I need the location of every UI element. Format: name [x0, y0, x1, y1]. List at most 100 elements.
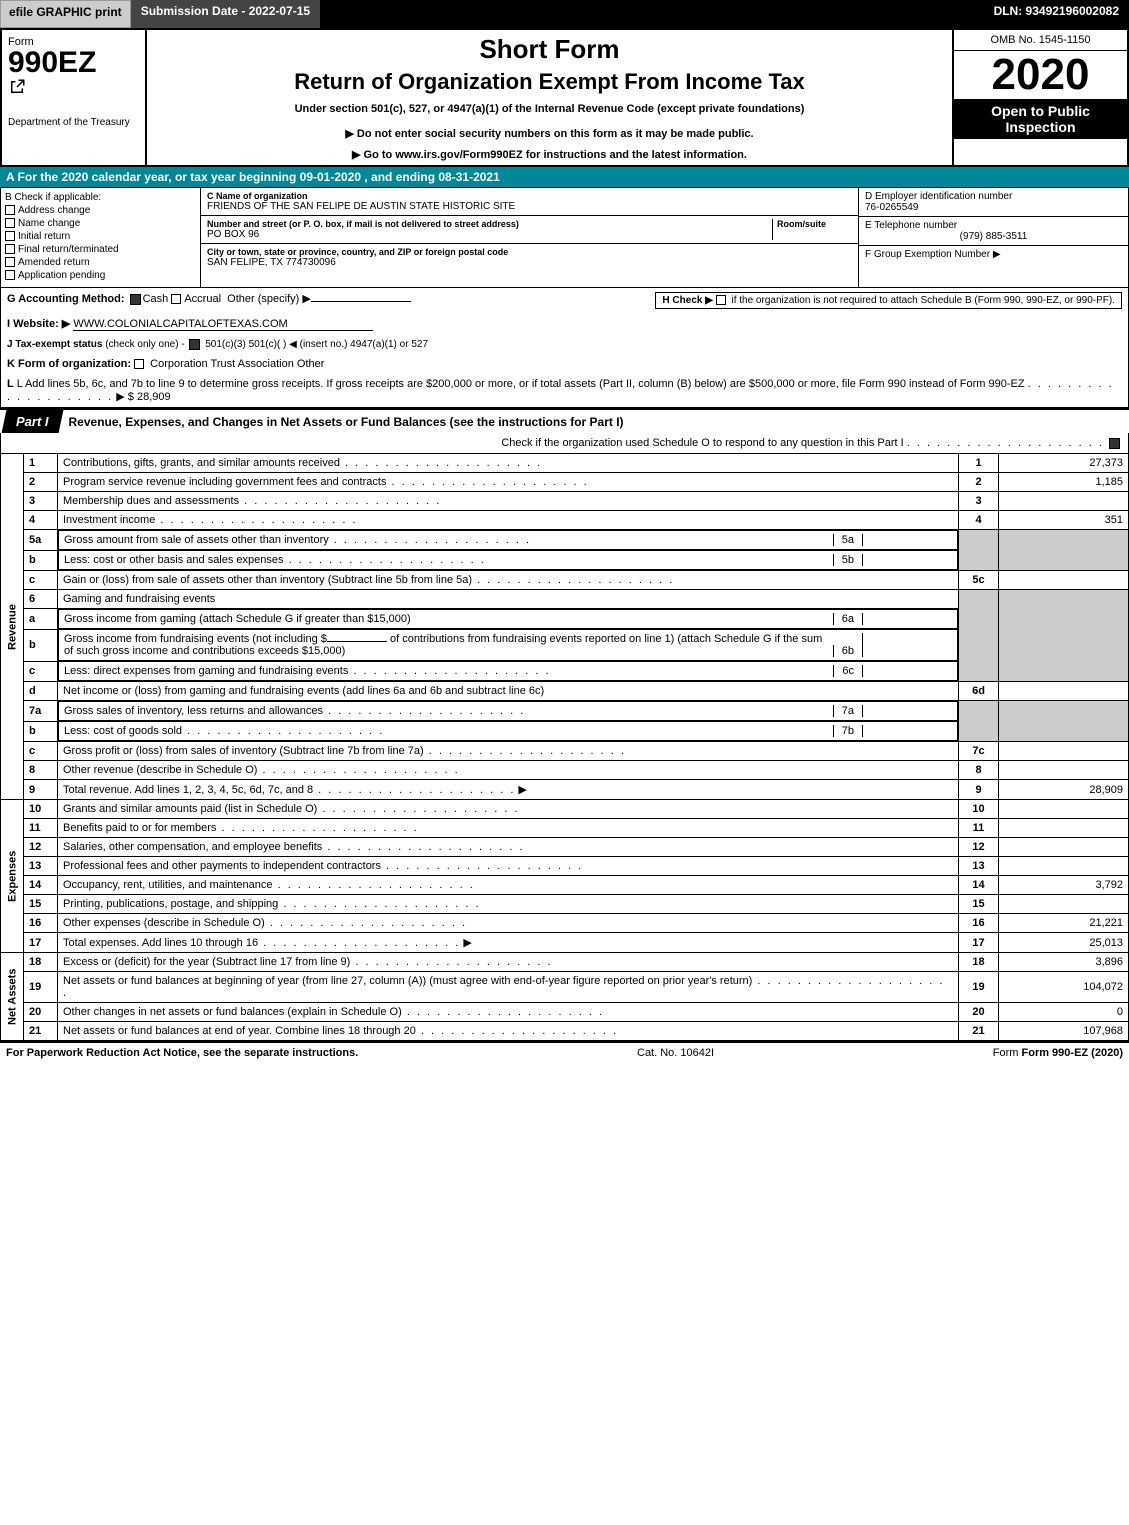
- part1-check-note: Check if the organization used Schedule …: [501, 437, 903, 449]
- h-text: if the organization is not required to a…: [731, 295, 1115, 306]
- b-item-4: Amended return: [18, 257, 90, 268]
- line-1-amt: 27,373: [999, 454, 1129, 473]
- g-cash: Cash: [143, 293, 169, 305]
- line-21-amt: 107,968: [999, 1022, 1129, 1041]
- line-15-amt: [999, 895, 1129, 914]
- line-10-desc: Grants and similar amounts paid (list in…: [63, 803, 520, 815]
- line-18-amt: 3,896: [999, 953, 1129, 972]
- tax-year: 2020: [954, 51, 1127, 99]
- part1-tab: Part I: [16, 414, 49, 429]
- line-17-amt: 25,013: [999, 933, 1129, 953]
- revenue-label: Revenue: [1, 454, 24, 800]
- c-name-label: C Name of organization: [207, 191, 852, 201]
- line-3-desc: Membership dues and assessments: [63, 495, 441, 507]
- footer: For Paperwork Reduction Act Notice, see …: [0, 1041, 1129, 1063]
- line-6d-desc: Net income or (loss) from gaming and fun…: [58, 682, 959, 701]
- line-6b-desc: Gross income from fundraising events (no…: [64, 633, 327, 645]
- line-2-desc: Program service revenue including govern…: [63, 476, 589, 488]
- form-number: 990EZ: [8, 48, 139, 78]
- checkbox-initial-return[interactable]: [5, 231, 15, 241]
- c-city-label: City or town, state or province, country…: [207, 247, 852, 257]
- line-19-amt: 104,072: [999, 972, 1129, 1003]
- line-13-amt: [999, 857, 1129, 876]
- line-20-desc: Other changes in net assets or fund bala…: [63, 1006, 604, 1018]
- line-3-amt: [999, 492, 1129, 511]
- line-12-amt: [999, 838, 1129, 857]
- k-opts: Corporation Trust Association Other: [150, 358, 324, 370]
- part1-header: Part I Revenue, Expenses, and Changes in…: [0, 408, 1129, 433]
- l-text: L Add lines 5b, 6c, and 7b to line 9 to …: [17, 378, 1025, 390]
- line-12-desc: Salaries, other compensation, and employ…: [63, 841, 525, 853]
- b-item-2: Initial return: [18, 231, 70, 242]
- k-label: K Form of organization:: [7, 358, 131, 370]
- line-5b-desc: Less: cost or other basis and sales expe…: [64, 554, 833, 566]
- dept-treasury: Department of the Treasury: [8, 117, 139, 128]
- line-14-desc: Occupancy, rent, utilities, and maintena…: [63, 879, 475, 891]
- cat-no: Cat. No. 10642I: [637, 1047, 714, 1059]
- line-9-amt: 28,909: [999, 780, 1129, 800]
- checkbox-501c3[interactable]: [189, 339, 200, 350]
- line-7c-desc: Gross profit or (loss) from sales of inv…: [63, 745, 626, 757]
- entity-block: B Check if applicable: Address change Na…: [0, 187, 1129, 288]
- calendar-year-line: A For the 2020 calendar year, or tax yea…: [0, 167, 1129, 187]
- org-name: FRIENDS OF THE SAN FELIPE DE AUSTIN STAT…: [207, 201, 852, 212]
- line-20-amt: 0: [999, 1003, 1129, 1022]
- checkbox-amended-return[interactable]: [5, 257, 15, 267]
- j-label: J Tax-exempt status: [7, 339, 102, 350]
- line-7b-desc: Less: cost of goods sold: [64, 725, 833, 737]
- g-label: G Accounting Method:: [7, 293, 125, 305]
- b-item-3: Final return/terminated: [18, 244, 119, 255]
- checkbox-accrual[interactable]: [171, 294, 181, 304]
- checkbox-address-change[interactable]: [5, 205, 15, 215]
- top-bar: efile GRAPHIC print Submission Date - 20…: [0, 0, 1129, 28]
- goto-link[interactable]: ▶ Go to www.irs.gov/Form990EZ for instru…: [155, 148, 944, 161]
- part1-title: Revenue, Expenses, and Changes in Net As…: [61, 411, 632, 433]
- room-label: Room/suite: [777, 219, 852, 229]
- form-ref: Form Form 990-EZ (2020): [993, 1047, 1123, 1059]
- line-6d-amt: [999, 682, 1129, 701]
- b-item-5: Application pending: [18, 270, 105, 281]
- form-header: Form 990EZ Department of the Treasury Sh…: [0, 28, 1129, 167]
- expenses-label: Expenses: [1, 800, 24, 953]
- efile-print-button[interactable]: efile GRAPHIC print: [0, 0, 131, 28]
- line-8-desc: Other revenue (describe in Schedule O): [63, 764, 460, 776]
- line-16-amt: 21,221: [999, 914, 1129, 933]
- line-14-amt: 3,792: [999, 876, 1129, 895]
- l-value: 28,909: [137, 391, 171, 403]
- line-5a-desc: Gross amount from sale of assets other t…: [64, 534, 833, 546]
- line-5c-desc: Gain or (loss) from sale of assets other…: [63, 574, 674, 586]
- box-c: C Name of organization FRIENDS OF THE SA…: [201, 188, 858, 287]
- checkbox-application-pending[interactable]: [5, 270, 15, 280]
- line-7a-desc: Gross sales of inventory, less returns a…: [64, 705, 833, 717]
- line-9-desc: Total revenue. Add lines 1, 2, 3, 4, 5c,…: [63, 784, 515, 796]
- l-arrow: ▶ $: [116, 391, 134, 403]
- website[interactable]: WWW.COLONIALCAPITALOFTEXAS.COM: [73, 318, 373, 331]
- line-6c-desc: Less: direct expenses from gaming and fu…: [64, 665, 833, 677]
- open-public: Open to Public Inspection: [954, 99, 1127, 139]
- line-13-desc: Professional fees and other payments to …: [63, 860, 583, 872]
- line-16-desc: Other expenses (describe in Schedule O): [63, 917, 467, 929]
- line-8-amt: [999, 761, 1129, 780]
- line-4-desc: Investment income: [63, 514, 358, 526]
- paperwork-notice: For Paperwork Reduction Act Notice, see …: [6, 1047, 358, 1059]
- submission-date: Submission Date - 2022-07-15: [131, 0, 320, 28]
- checkbox-schedule-o[interactable]: [1109, 438, 1120, 449]
- checkbox-h[interactable]: [716, 295, 726, 305]
- checkbox-final-return[interactable]: [5, 244, 15, 254]
- org-street: PO BOX 96: [207, 229, 772, 240]
- line-11-desc: Benefits paid to or for members: [63, 822, 419, 834]
- org-city: SAN FELIPE, TX 774730096: [207, 257, 852, 268]
- checkbox-cash[interactable]: [130, 294, 141, 305]
- short-form-title: Short Form: [155, 34, 944, 65]
- return-title: Return of Organization Exempt From Incom…: [155, 69, 944, 95]
- checkbox-corp[interactable]: [134, 359, 144, 369]
- under-section: Under section 501(c), 527, or 4947(a)(1)…: [155, 103, 944, 115]
- b-label: B Check if applicable:: [5, 192, 196, 203]
- line-18-desc: Excess or (deficit) for the year (Subtra…: [63, 956, 553, 968]
- dln: DLN: 93492196002082: [984, 0, 1129, 28]
- e-label: E Telephone number: [865, 220, 1122, 231]
- checkbox-name-change[interactable]: [5, 218, 15, 228]
- line-10-amt: [999, 800, 1129, 819]
- line-5c-amt: [999, 571, 1129, 590]
- ein: 76-0265549: [865, 202, 1122, 213]
